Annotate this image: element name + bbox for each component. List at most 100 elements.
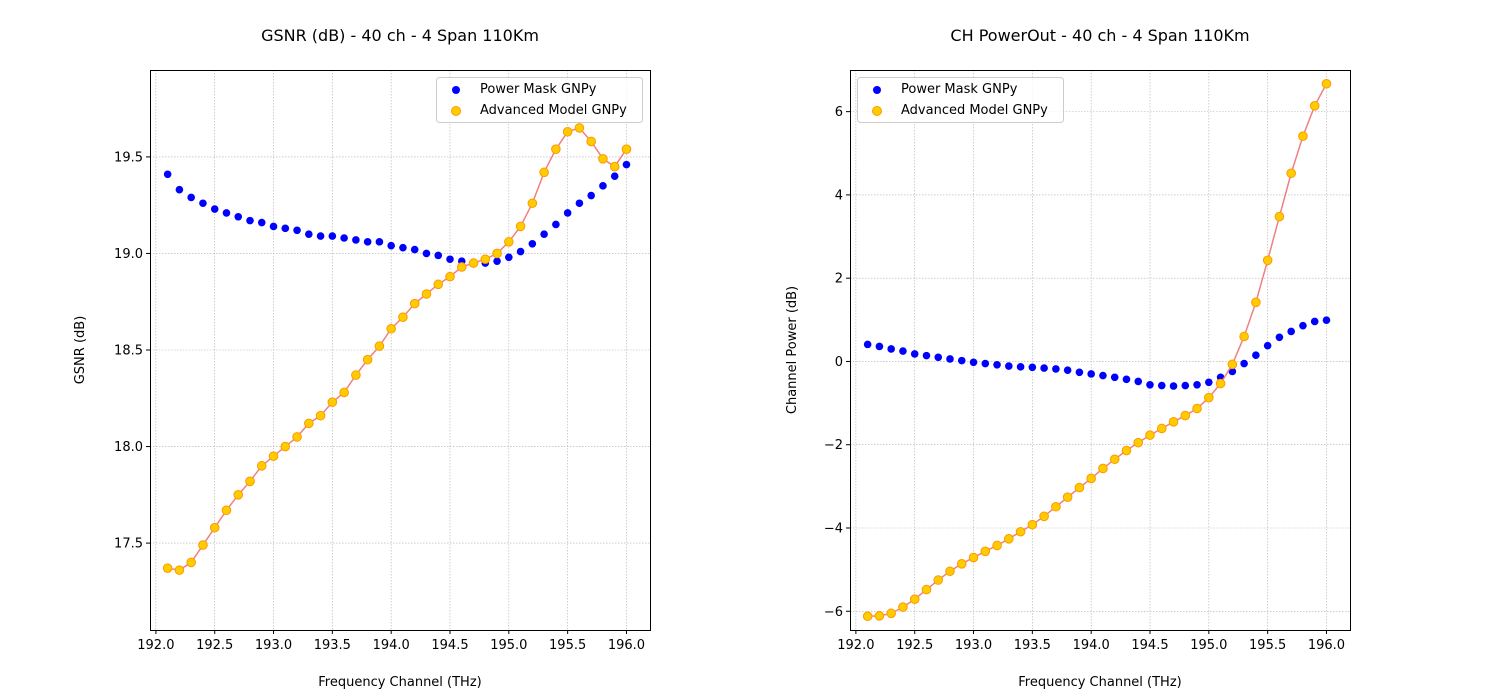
power-mask-gnpy-point <box>981 359 990 368</box>
power-mask-gnpy-point <box>1028 363 1037 372</box>
advanced-model-gnpy-point <box>351 370 361 380</box>
advanced-model-gnpy-point <box>174 565 185 575</box>
power-mask-gnpy-point <box>528 239 537 248</box>
advanced-model-gnpy-point <box>315 410 326 421</box>
advanced-model-gnpy-point <box>209 522 220 533</box>
advanced-model-gnpy-point <box>292 432 302 442</box>
advanced-model-gnpy-point <box>480 254 491 265</box>
power-mask-gnpy-point <box>1252 351 1260 360</box>
advanced-model-gnpy-point <box>468 258 479 268</box>
power-mask-gnpy-point <box>1299 321 1307 330</box>
advanced-model-gnpy-point <box>956 559 967 569</box>
advanced-model-gnpy-point <box>886 608 896 619</box>
advanced-model-gnpy-point <box>268 451 279 462</box>
power-mask-gnpy-point <box>934 353 943 362</box>
legend-label-advanced-model: Advanced Model GNPy <box>480 103 627 118</box>
legend: Power Mask GNPy Advanced Model GNPy <box>857 77 1064 123</box>
legend-marker-power-mask <box>452 86 460 94</box>
advanced-model-gnpy-line <box>167 127 628 571</box>
power-mask-gnpy-point <box>234 212 243 221</box>
advanced-model-gnpy-point <box>198 540 208 550</box>
advanced-model-gnpy-point <box>1274 211 1285 222</box>
advanced-model-gnpy-point <box>874 611 885 621</box>
power-mask-gnpy-point <box>922 351 931 360</box>
y-tick-label: −4 <box>824 521 843 536</box>
advanced-model-gnpy-point <box>898 602 908 612</box>
advanced-model-gnpy-point <box>921 584 932 595</box>
advanced-model-gnpy-point <box>909 594 920 604</box>
advanced-model-gnpy-point <box>1156 423 1167 434</box>
power-mask-gnpy-point <box>222 209 231 217</box>
power-mask-gnpy-point <box>246 216 254 225</box>
advanced-model-gnpy-point <box>562 126 573 137</box>
power-mask-gnpy-point <box>399 243 407 252</box>
power-mask-gnpy-point <box>622 160 631 169</box>
ticks: 192.0 192.5 193.0 193.5 194.0 194.5 195.0 195.5… <box>824 105 1345 653</box>
advanced-model-gnpy-point <box>186 557 196 568</box>
power-mask-gnpy-point <box>293 226 301 235</box>
power-mask-gnpy-point <box>352 236 360 244</box>
power-mask-gnpy-point <box>1134 377 1143 386</box>
power-mask-gnpy-point <box>1181 381 1190 390</box>
advanced-model-gnpy-point <box>1086 473 1096 484</box>
power-mask-gnpy-point <box>1193 380 1201 389</box>
advanced-model-gnpy-point <box>492 248 502 259</box>
power-mask-gnpy-point <box>910 350 919 358</box>
power-mask-gnpy-point <box>1005 362 1013 370</box>
advanced-model-gnpy-point <box>421 289 432 299</box>
advanced-model-gnpy-point <box>409 298 420 309</box>
advanced-model-gnpy-point <box>339 387 349 398</box>
advanced-model-gnpy-point <box>1204 392 1214 403</box>
advanced-model-gnpy-point <box>1227 359 1238 370</box>
legend: Power Mask GNPy Advanced Model GNPy <box>436 77 643 123</box>
power-mask-gnpy-point <box>1122 375 1131 384</box>
advanced-model-gnpy-point <box>551 144 561 154</box>
advanced-model-gnpy-point <box>1004 534 1014 544</box>
x-tick-label: 196.0 <box>1308 638 1345 653</box>
y-tick-label: 6 <box>835 105 843 120</box>
advanced-model-gnpy-point <box>1180 410 1191 421</box>
advanced-model-gnpy-point <box>362 354 373 365</box>
y-axis-label: GSNR (dB) <box>73 316 88 385</box>
power-mask-gnpy-point <box>363 238 372 246</box>
power-mask-gnpy-point <box>1063 366 1072 374</box>
x-tick-label: 193.0 <box>955 638 992 653</box>
advanced-model-gnpy-point <box>445 271 455 282</box>
y-tick-label: 0 <box>835 355 843 370</box>
power-mask-gnpy-point <box>1322 316 1331 325</box>
legend-marker-advanced-model <box>451 106 461 116</box>
legend-box <box>857 77 1064 123</box>
y-axis-label: Channel Power (dB) <box>785 286 800 414</box>
power-mask-gnpy-point <box>1099 371 1107 380</box>
x-axis-label: Frequency Channel (THz) <box>1018 675 1181 690</box>
x-tick-label: 194.0 <box>373 638 410 653</box>
advanced-model-gnpy-point <box>398 312 408 322</box>
power-mask-gnpy-point <box>375 238 384 246</box>
advanced-model-gnpy-point <box>433 279 444 290</box>
advanced-model-gnpy-point <box>1062 492 1073 502</box>
power-out-chart: CH PowerOut - 40 ch - 4 Span 110Km 192.0… <box>785 26 1351 690</box>
grid <box>850 70 1350 630</box>
advanced-model-gnpy-point <box>527 198 538 209</box>
power-mask-gnpy-point <box>610 172 619 181</box>
advanced-model-gnpy-point <box>304 418 314 429</box>
power-mask-gnpy-point <box>199 199 207 208</box>
advanced-model-gnpy-point <box>1051 501 1061 512</box>
power-mask-gnpy-point <box>875 342 884 351</box>
legend-label-power-mask: Power Mask GNPy <box>901 82 1018 97</box>
series-layer <box>862 78 1332 622</box>
advanced-model-gnpy-point <box>586 136 596 147</box>
y-tick-label: 4 <box>835 188 843 203</box>
power-mask-gnpy-point <box>316 232 325 240</box>
advanced-model-gnpy-point <box>1239 331 1249 342</box>
x-tick-label: 194.5 <box>1131 638 1168 653</box>
power-mask-gnpy-point <box>387 241 395 250</box>
power-mask-gnpy-point <box>599 182 607 190</box>
power-mask-gnpy-point <box>1052 365 1060 373</box>
advanced-model-gnpy-point <box>1074 482 1085 493</box>
x-tick-label: 195.5 <box>549 638 586 653</box>
legend-label-advanced-model: Advanced Model GNPy <box>901 103 1048 118</box>
advanced-model-gnpy-point <box>1321 78 1332 89</box>
advanced-model-gnpy-point <box>515 221 526 232</box>
